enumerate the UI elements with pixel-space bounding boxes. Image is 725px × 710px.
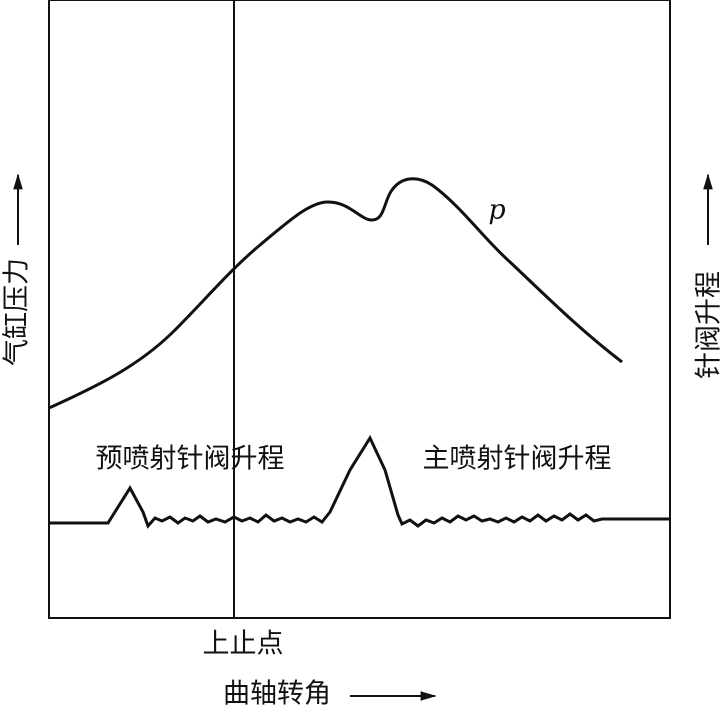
main-label: 主喷射针阀升程 xyxy=(423,444,612,475)
pressure-label: p xyxy=(488,195,505,226)
tdc-label: 上止点 xyxy=(203,629,284,660)
pilot-label: 预喷射针阀升程 xyxy=(96,444,285,475)
y-right-label: 针阀升程 xyxy=(694,271,725,379)
x-label: 曲轴转角 xyxy=(223,679,331,710)
frame xyxy=(48,0,671,619)
needle-lift-curve xyxy=(49,434,670,529)
y-left-label: 气缸压力 xyxy=(2,258,33,366)
pressure-curve xyxy=(48,177,623,410)
